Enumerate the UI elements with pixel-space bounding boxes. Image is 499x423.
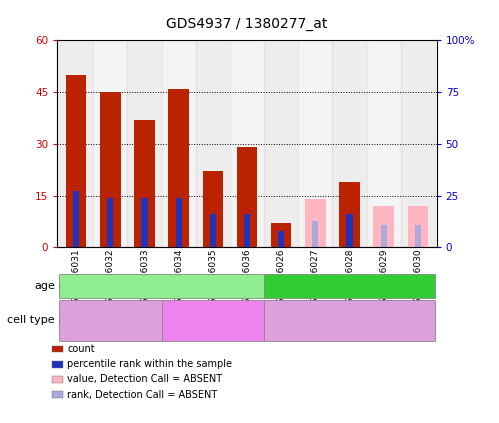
Bar (230, 40, 264, 247)
Bar (107, 198, 113, 247)
Bar (298, 40, 332, 247)
Bar (93, 40, 127, 247)
Text: cell type: cell type (7, 316, 55, 325)
Bar (244, 214, 250, 247)
Bar (264, 40, 298, 247)
Bar (346, 214, 353, 247)
Bar (381, 225, 387, 247)
Bar (134, 120, 155, 247)
Bar (401, 40, 435, 247)
Bar (203, 171, 223, 247)
Text: non-endocrine islet
cells: non-endocrine islet cells (163, 310, 263, 331)
Text: 2-3 day neonate: 2-3 day neonate (116, 281, 208, 291)
Bar (169, 88, 189, 247)
Bar (373, 206, 394, 247)
Text: ▶: ▶ (59, 316, 66, 325)
Bar (66, 75, 86, 247)
Bar (415, 225, 421, 247)
Text: percentile rank within the sample: percentile rank within the sample (67, 359, 233, 369)
Bar (332, 40, 367, 247)
Bar (59, 40, 93, 247)
Bar (278, 231, 284, 247)
Bar (271, 223, 291, 247)
Text: value, Detection Call = ABSENT: value, Detection Call = ABSENT (67, 374, 223, 385)
Bar (408, 206, 428, 247)
Bar (312, 220, 318, 247)
Bar (141, 198, 148, 247)
Bar (162, 40, 196, 247)
Bar (73, 192, 79, 247)
Text: count: count (67, 344, 95, 354)
Text: GDS4937 / 1380277_at: GDS4937 / 1380277_at (166, 17, 328, 31)
Bar (237, 147, 257, 247)
Bar (100, 92, 121, 247)
Bar (127, 40, 162, 247)
Text: beta cells: beta cells (85, 316, 136, 325)
Text: ▶: ▶ (59, 281, 66, 291)
Bar (196, 40, 230, 247)
Bar (305, 199, 325, 247)
Bar (367, 40, 401, 247)
Text: rank, Detection Call = ABSENT: rank, Detection Call = ABSENT (67, 390, 218, 400)
Bar (339, 182, 360, 247)
Text: age: age (34, 281, 55, 291)
Text: 10 week adult: 10 week adult (310, 281, 389, 291)
Bar (210, 214, 216, 247)
Bar (176, 198, 182, 247)
Text: beta cells: beta cells (324, 316, 375, 325)
